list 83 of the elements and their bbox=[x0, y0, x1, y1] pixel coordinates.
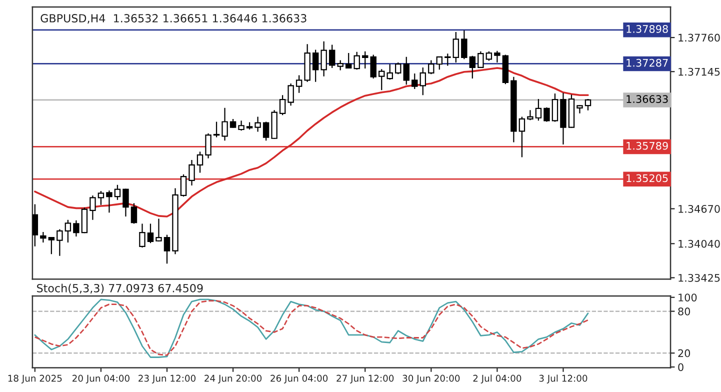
y-tick-label: 0 bbox=[678, 363, 684, 372]
ref-line-label: 1.35789 bbox=[626, 142, 668, 150]
candlestick bbox=[147, 223, 154, 244]
candlestick bbox=[130, 202, 138, 224]
text: GBPUSD,H4 1.36532 1.36651 1.36446 1.36633 bbox=[40, 14, 306, 24]
candlestick bbox=[395, 62, 402, 75]
chart-title: Stoch(5,3,3) 77.0973 67.4509 bbox=[37, 284, 203, 294]
candlestick bbox=[452, 31, 460, 64]
candlestick bbox=[535, 98, 542, 122]
x-tick-label: 26 Jun 04:00 bbox=[270, 374, 328, 384]
candlestick bbox=[461, 30, 468, 60]
y-tick-label: 1.34670 bbox=[678, 204, 720, 213]
candlestick bbox=[584, 98, 592, 111]
candlestick bbox=[81, 207, 88, 234]
x-tick-label: 23 Jun 12:00 bbox=[138, 374, 196, 384]
ref-line-label: 1.37898 bbox=[626, 25, 668, 33]
candlestick bbox=[478, 50, 484, 69]
candlestick bbox=[288, 82, 294, 106]
candlestick bbox=[238, 120, 244, 132]
candlestick bbox=[320, 40, 327, 77]
candlestick bbox=[552, 92, 558, 122]
candlestick bbox=[114, 184, 121, 200]
y-tick-label: 80 bbox=[678, 308, 690, 316]
candlestick bbox=[345, 52, 352, 70]
candlestick bbox=[420, 66, 426, 96]
candlestick bbox=[40, 231, 46, 244]
candlestick bbox=[362, 50, 368, 70]
y-tick-label: 1.37760 bbox=[678, 34, 720, 42]
x-tick-label: 18 Jun 2025 bbox=[8, 374, 62, 384]
candlestick bbox=[337, 60, 344, 71]
ref-line-label: 1.36633 bbox=[626, 95, 668, 103]
x-tick-label: 2 Jul 04:00 bbox=[473, 374, 522, 384]
y-tick-label: 1.37145 bbox=[678, 68, 720, 76]
candlestick bbox=[222, 107, 228, 142]
candlestick bbox=[213, 121, 220, 138]
ref-line-label: 1.37287 bbox=[626, 58, 668, 67]
candlestick bbox=[156, 218, 162, 242]
candlestick bbox=[403, 56, 410, 86]
candlestick bbox=[527, 110, 534, 121]
y-tick-label: 1.34040 bbox=[678, 240, 720, 248]
candlestick bbox=[428, 60, 434, 75]
x-tick-label: 24 Jun 20:00 bbox=[204, 374, 262, 384]
x-tick-label: 30 Jun 20:00 bbox=[402, 374, 460, 384]
candlestick bbox=[180, 174, 187, 198]
candlestick bbox=[386, 64, 393, 80]
candlestick bbox=[312, 49, 319, 82]
candlestick bbox=[90, 194, 96, 220]
candlestick bbox=[296, 74, 302, 94]
candlestick bbox=[436, 56, 443, 70]
x-tick-label: 20 Jun 04:00 bbox=[72, 374, 130, 384]
candlestick bbox=[98, 190, 104, 206]
x-tick-label: 27 Jun 12:00 bbox=[336, 374, 394, 384]
y-tick-label: 20 bbox=[678, 349, 690, 358]
candlestick bbox=[73, 220, 80, 237]
candlestick bbox=[469, 55, 476, 80]
y-tick-label: 1.33425 bbox=[678, 274, 720, 282]
candlestick bbox=[494, 50, 500, 64]
candlestick bbox=[205, 132, 212, 159]
candlestick bbox=[279, 94, 286, 116]
candlestick bbox=[370, 54, 376, 80]
y-tick-label: 100 bbox=[678, 294, 697, 302]
candlestick bbox=[444, 53, 451, 66]
x-tick-label: 3 Jul 12:00 bbox=[539, 374, 588, 384]
candlestick bbox=[328, 44, 336, 69]
candlestick bbox=[354, 51, 360, 70]
candlestick bbox=[378, 68, 385, 91]
candlestick bbox=[56, 228, 63, 256]
candlestick bbox=[188, 159, 195, 186]
candlestick bbox=[164, 234, 170, 264]
candlestick bbox=[122, 188, 129, 218]
candlestick bbox=[64, 219, 72, 244]
candlestick bbox=[196, 151, 204, 174]
candlestick bbox=[254, 116, 261, 132]
candlestick bbox=[262, 121, 270, 142]
candlestick bbox=[412, 72, 418, 90]
candlestick bbox=[486, 50, 492, 62]
candlestick bbox=[106, 190, 112, 214]
ref-line-label: 1.35205 bbox=[626, 174, 668, 182]
candlestick bbox=[544, 106, 550, 122]
candlestick bbox=[32, 204, 38, 247]
candlestick bbox=[48, 236, 55, 255]
candlestick bbox=[518, 116, 526, 158]
candlestick bbox=[139, 223, 146, 248]
